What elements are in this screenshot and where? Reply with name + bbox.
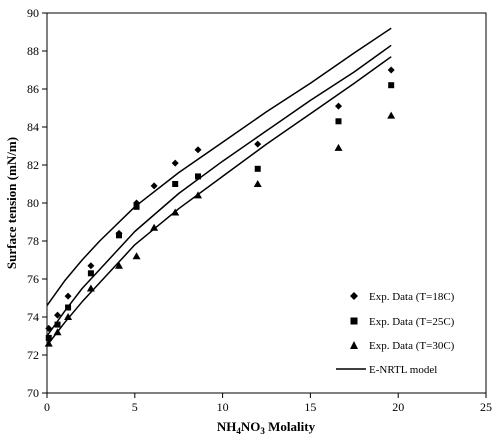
x-tick-label: 20 — [392, 400, 404, 414]
model-line — [46, 44, 392, 337]
legend-label-18c: Exp. Data (T=18C) — [369, 291, 455, 303]
data-point-diamond — [171, 159, 179, 167]
data-point-triangle — [171, 208, 180, 216]
legend: Exp. Data (T=18C) Exp. Data (T=25C) Exp.… — [336, 291, 455, 376]
data-point-diamond — [334, 102, 342, 110]
model-line — [46, 27, 392, 307]
data-point-diamond — [387, 66, 395, 74]
model-lines — [46, 27, 392, 346]
axis-ticks: 0 5 10 15 20 25 70 72 74 76 78 80 82 84 86 88 90 — [27, 6, 492, 414]
x-tick-label: 25 — [480, 400, 492, 414]
legend-label-25c: Exp. Data (T=25C) — [369, 316, 455, 328]
data-point-square — [254, 165, 261, 172]
data-point-square — [115, 232, 122, 239]
y-tick-label: 72 — [27, 348, 39, 362]
y-tick-label: 74 — [27, 310, 39, 324]
data-point-diamond — [64, 292, 72, 300]
data-point-square — [195, 173, 202, 180]
data-point-diamond — [45, 324, 53, 332]
x-tick-label: 0 — [44, 400, 50, 414]
data-point-square — [335, 118, 342, 125]
data-point-triangle — [114, 261, 123, 269]
data-point-square — [172, 181, 179, 187]
data-point-square — [45, 334, 52, 341]
model-line — [46, 56, 392, 346]
y-tick-label: 70 — [27, 386, 39, 400]
data-point-square — [87, 270, 94, 277]
y-tick-label: 84 — [27, 120, 39, 134]
legend-marker-square — [350, 317, 358, 325]
y-tick-label: 76 — [27, 272, 39, 286]
legend-label-30c: Exp. Data (T=30C) — [369, 340, 455, 352]
data-point-triangle — [44, 339, 53, 347]
x-tick-label: 15 — [304, 400, 316, 414]
data-points — [44, 66, 396, 347]
data-point-triangle — [253, 180, 262, 187]
data-point-triangle — [86, 284, 95, 292]
y-tick-label: 80 — [27, 196, 39, 210]
data-point-triangle — [334, 143, 343, 151]
data-point-square — [65, 304, 72, 311]
data-point-diamond — [150, 182, 158, 190]
y-tick-label: 88 — [27, 44, 39, 58]
x-axis-title: NH4NO3 Molality — [217, 419, 316, 436]
legend-marker-diamond — [350, 292, 358, 300]
y-axis-title: Surface tension (mN/m) — [4, 137, 19, 269]
data-point-diamond — [194, 146, 202, 154]
data-point-diamond — [254, 140, 262, 148]
data-point-square — [133, 203, 140, 210]
y-tick-label: 82 — [27, 158, 39, 172]
data-point-diamond — [54, 311, 62, 319]
data-point-triangle — [387, 111, 396, 119]
data-point-triangle — [132, 252, 141, 260]
data-point-triangle — [64, 313, 73, 320]
data-point-diamond — [87, 262, 95, 270]
data-point-triangle — [53, 328, 62, 336]
y-tick-label: 90 — [27, 6, 39, 20]
data-point-triangle — [150, 223, 159, 231]
data-point-square — [388, 82, 395, 89]
x-tick-label: 5 — [132, 400, 138, 414]
x-tick-label: 10 — [217, 400, 229, 414]
data-point-square — [54, 321, 61, 328]
data-point-triangle — [194, 191, 203, 199]
legend-label-model: E-NRTL model — [369, 364, 437, 376]
y-tick-label: 86 — [27, 82, 39, 96]
y-tick-label: 78 — [27, 234, 39, 248]
legend-marker-triangle — [350, 341, 358, 349]
